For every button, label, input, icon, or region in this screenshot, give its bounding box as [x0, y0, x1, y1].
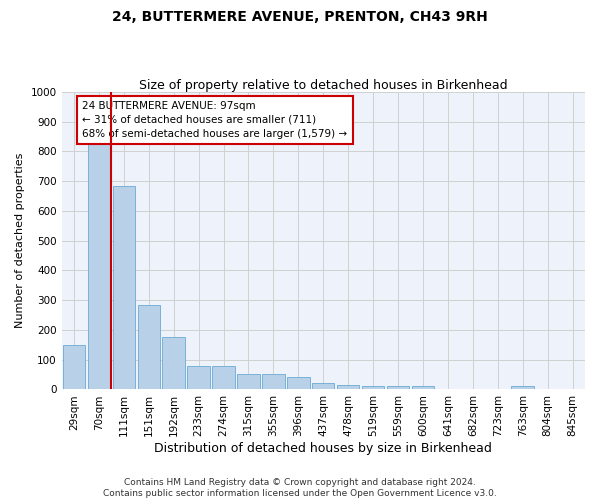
Bar [88, 144, 110, 390]
Bar [137, 306, 160, 390]
Bar [163, 338, 185, 390]
Bar [212, 366, 235, 390]
Bar [113, 186, 135, 390]
Bar [362, 386, 385, 390]
Bar [262, 374, 284, 390]
Bar [312, 383, 334, 390]
Bar [287, 377, 310, 390]
Bar [187, 366, 210, 390]
Bar [412, 386, 434, 390]
Bar [387, 386, 409, 390]
Bar [237, 374, 260, 390]
Y-axis label: Number of detached properties: Number of detached properties [15, 153, 25, 328]
Bar [63, 345, 85, 390]
Text: 24, BUTTERMERE AVENUE, PRENTON, CH43 9RH: 24, BUTTERMERE AVENUE, PRENTON, CH43 9RH [112, 10, 488, 24]
Bar [337, 386, 359, 390]
Text: Contains HM Land Registry data © Crown copyright and database right 2024.
Contai: Contains HM Land Registry data © Crown c… [103, 478, 497, 498]
Text: 24 BUTTERMERE AVENUE: 97sqm
← 31% of detached houses are smaller (711)
68% of se: 24 BUTTERMERE AVENUE: 97sqm ← 31% of det… [82, 101, 347, 139]
Bar [511, 386, 534, 390]
X-axis label: Distribution of detached houses by size in Birkenhead: Distribution of detached houses by size … [154, 442, 492, 455]
Title: Size of property relative to detached houses in Birkenhead: Size of property relative to detached ho… [139, 79, 508, 92]
